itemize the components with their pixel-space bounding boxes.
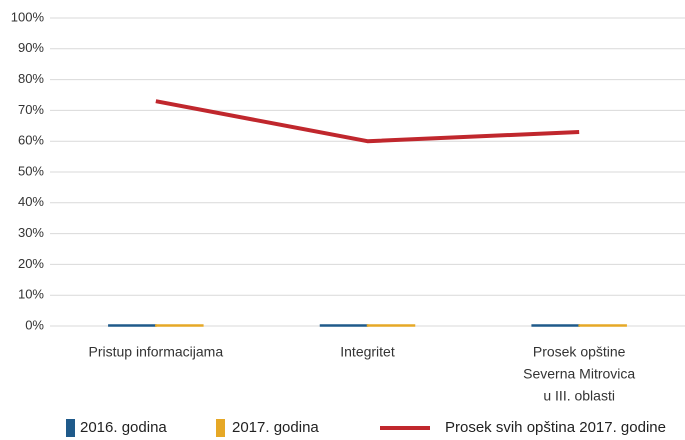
y-tick-label: 10% [18, 287, 44, 302]
x-tick-label: Integritet [340, 344, 395, 360]
line [155, 99, 580, 144]
y-tick-label: 0% [25, 317, 44, 332]
bar [319, 324, 369, 327]
y-tick-label: 70% [18, 102, 44, 117]
bar [155, 324, 204, 327]
x-tick-label: Severna Mitrovica [523, 366, 635, 382]
legend-label: 2017. godina [232, 419, 319, 436]
x-tick-label: u III. oblasti [543, 388, 615, 404]
y-tick-label: 60% [18, 133, 44, 148]
bar [531, 324, 580, 327]
y-tick-label: 50% [18, 163, 44, 178]
y-tick-label: 40% [18, 194, 44, 209]
legend-label: Prosek svih opština 2017. godine [445, 419, 666, 436]
y-tick-label: 30% [18, 225, 44, 240]
bar [108, 324, 157, 327]
legend-swatch [66, 419, 75, 437]
y-tick-label: 20% [18, 256, 44, 271]
y-tick-label: 80% [18, 71, 44, 86]
legend-label: 2016. godina [80, 419, 167, 436]
bar [578, 324, 627, 327]
x-tick-label: Prosek opštine [533, 344, 626, 360]
x-tick-label: Pristup informacijama [89, 344, 224, 360]
legend-swatch [216, 419, 225, 437]
y-tick-label: 90% [18, 40, 44, 55]
y-tick-label: 100% [11, 9, 45, 24]
bar [366, 324, 416, 327]
